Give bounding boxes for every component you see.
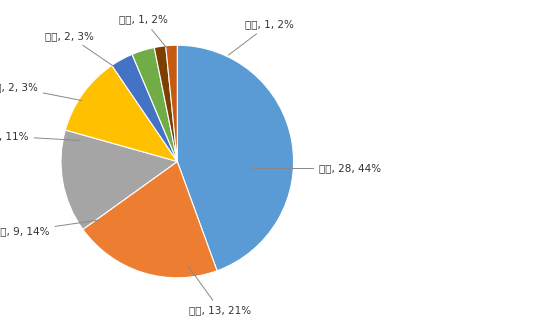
Wedge shape <box>65 66 177 162</box>
Wedge shape <box>177 45 294 271</box>
Text: 江西, 1, 2%: 江西, 1, 2% <box>119 15 168 50</box>
Text: 上海, 9, 14%: 上海, 9, 14% <box>0 220 99 236</box>
Text: 北京, 28, 44%: 北京, 28, 44% <box>252 163 381 173</box>
Text: 江苏, 2, 3%: 江苏, 2, 3% <box>0 82 81 100</box>
Text: 山东, 2, 3%: 山东, 2, 3% <box>45 31 115 67</box>
Text: 安徽, 1, 2%: 安徽, 1, 2% <box>228 19 294 55</box>
Wedge shape <box>112 54 177 162</box>
Wedge shape <box>166 45 177 162</box>
Wedge shape <box>83 162 217 278</box>
Text: 广东, 13, 21%: 广东, 13, 21% <box>188 266 251 315</box>
Wedge shape <box>154 46 177 162</box>
Wedge shape <box>61 130 177 229</box>
Text: 浙江, 7, 11%: 浙江, 7, 11% <box>0 131 79 141</box>
Wedge shape <box>132 47 177 162</box>
